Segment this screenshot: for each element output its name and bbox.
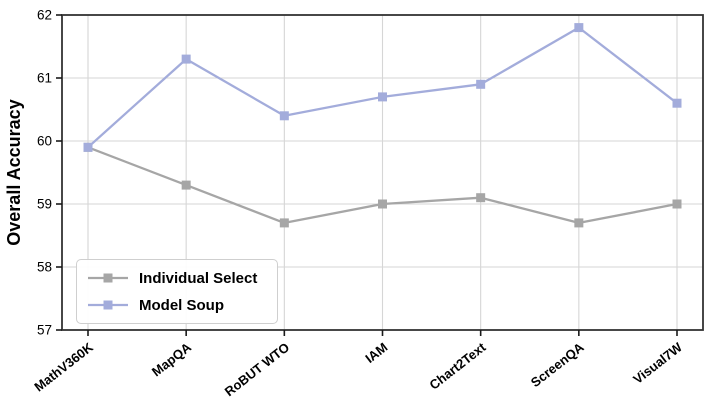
- y-tick-label: 61: [37, 71, 52, 86]
- legend-square: [103, 273, 113, 283]
- data-point-model-soup-mapqa: [181, 54, 191, 64]
- data-point-individual-select-robut-wto: [279, 218, 289, 228]
- x-tick-label-chart2text: Chart2Text: [427, 339, 490, 392]
- data-point-model-soup-chart2text: [476, 79, 486, 89]
- data-point-individual-select-iam: [378, 199, 387, 209]
- data-point-individual-select-mapqa: [181, 180, 191, 190]
- y-tick-label: 60: [37, 134, 52, 149]
- legend-item-individual-select: Individual Select: [87, 267, 265, 289]
- y-axis-label: Overall Accuracy: [4, 99, 24, 245]
- data-point-individual-select-chart2text: [476, 193, 486, 203]
- x-tick-label-screenqa: ScreenQA: [528, 339, 587, 390]
- legend-item-model-soup: Model Soup: [87, 294, 265, 316]
- data-point-model-soup-robut-wto: [279, 111, 289, 121]
- data-point-individual-select-screenqa: [574, 218, 584, 228]
- data-point-model-soup-iam: [378, 92, 387, 102]
- axis-labels-layer: 57 58 59 60 61 62 MathV360K MapQA RoBUT WTO IAM Ch…: [4, 8, 685, 400]
- y-tick-label: 62: [37, 8, 52, 23]
- axis-ticks-layer: [56, 14, 678, 336]
- legend-square: [103, 300, 113, 310]
- data-point-model-soup-visual7w: [672, 98, 682, 108]
- data-series-layer: [83, 23, 682, 228]
- y-tick-label: 57: [37, 323, 52, 338]
- y-tick-label: 59: [37, 197, 52, 212]
- x-tick-label-visual7w: Visual7W: [630, 339, 685, 387]
- legend-label: Individual Select: [139, 269, 258, 287]
- data-point-model-soup-screenqa: [574, 23, 584, 33]
- legend: Individual Select Model Soup: [76, 259, 278, 324]
- legend-marker-model-soup: [88, 300, 128, 310]
- x-tick-label-iam: IAM: [362, 340, 390, 366]
- data-point-model-soup-mathv360k: [83, 142, 93, 152]
- y-tick-label: 58: [37, 260, 52, 275]
- x-tick-label-robut-wto: RoBUT WTO: [222, 340, 293, 400]
- data-point-individual-select-visual7w: [672, 199, 682, 209]
- x-tick-label-mathv360k: MathV360K: [31, 339, 96, 394]
- legend-label: Model Soup: [139, 296, 224, 314]
- legend-marker-individual-select: [88, 273, 128, 283]
- x-tick-label-mapqa: MapQA: [149, 339, 195, 379]
